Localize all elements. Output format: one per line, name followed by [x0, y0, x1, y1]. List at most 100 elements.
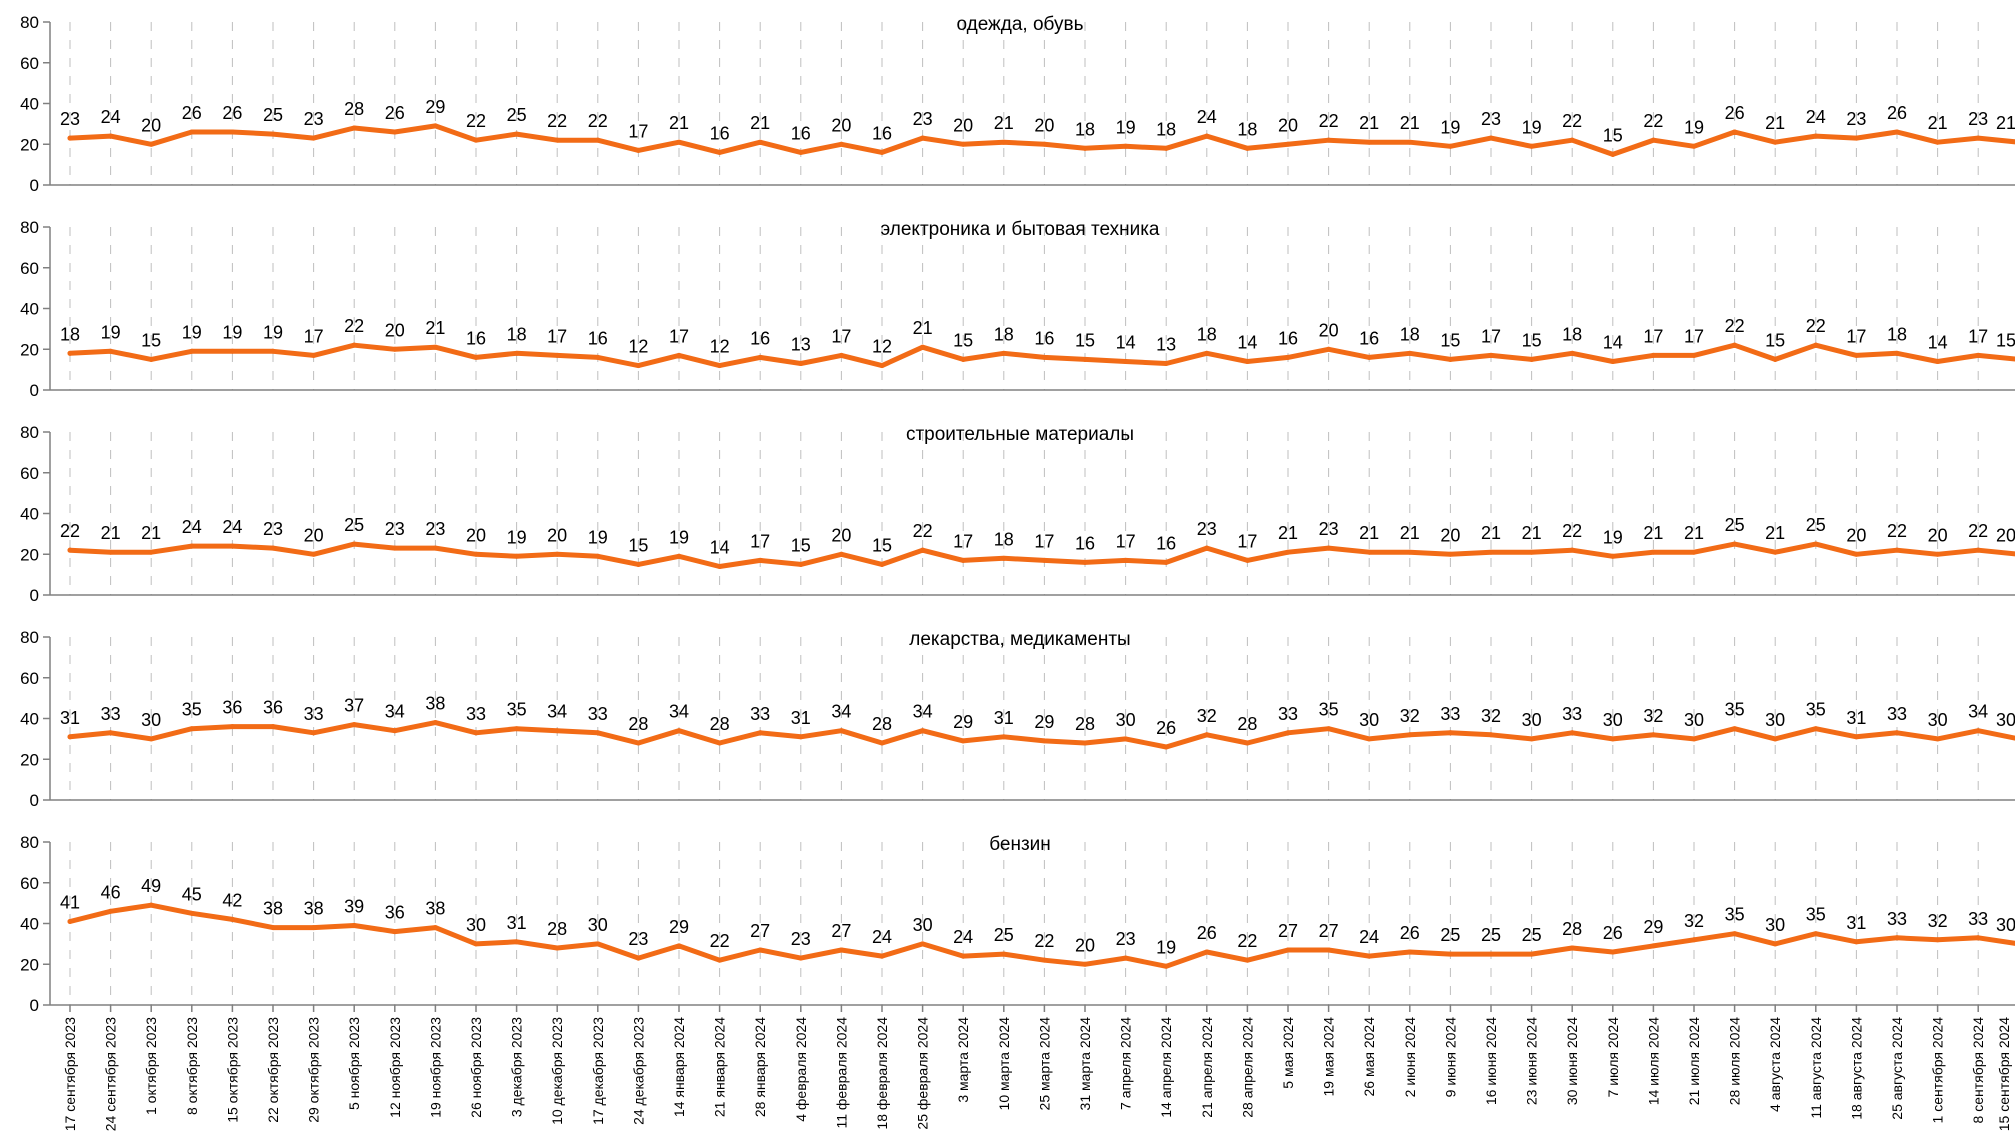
x-tick-label: 24 сентября 2023: [103, 1017, 119, 1131]
data-point: [1772, 736, 1778, 742]
data-label: 25: [263, 105, 283, 125]
data-point: [1853, 939, 1859, 945]
data-label: 24: [1197, 107, 1217, 127]
data-label: 24: [222, 517, 242, 537]
data-label: 23: [1319, 519, 1339, 539]
data-label: 20: [385, 320, 405, 340]
x-tick-label: 31 марта 2024: [1077, 1017, 1093, 1111]
data-label: 34: [1968, 702, 1988, 722]
data-label: 19: [1603, 527, 1623, 547]
x-tick-label: 18 февраля 2024: [874, 1017, 890, 1130]
data-point: [879, 740, 885, 746]
data-point: [717, 149, 723, 155]
data-label: 33: [1562, 704, 1582, 724]
x-tick-label: 23 июня 2024: [1524, 1017, 1540, 1105]
data-label: 26: [1603, 923, 1623, 943]
data-label: 31: [60, 708, 80, 728]
data-point: [635, 561, 641, 567]
x-tick-label: 16 июня 2024: [1483, 1017, 1499, 1105]
data-point: [676, 553, 682, 559]
data-point: [1650, 732, 1656, 738]
data-point: [920, 135, 926, 141]
data-label: 41: [60, 892, 80, 912]
data-label: 27: [831, 921, 851, 941]
data-label: 17: [1237, 531, 1257, 551]
data-label: 16: [791, 123, 811, 143]
x-tick-label: 14 апреля 2024: [1158, 1017, 1174, 1118]
x-tick-label: 3 декабря 2023: [509, 1017, 525, 1117]
data-label: 16: [710, 123, 730, 143]
data-label: 28: [1075, 714, 1095, 734]
data-label: 17: [953, 531, 973, 551]
data-label: 18: [994, 324, 1014, 344]
data-point: [1691, 736, 1697, 742]
data-point: [1163, 963, 1169, 969]
data-point: [351, 342, 357, 348]
data-point: [1691, 143, 1697, 149]
x-tick-label: 1 сентября 2024: [1930, 1017, 1946, 1124]
data-label: 14: [710, 537, 730, 557]
data-point: [351, 541, 357, 547]
data-label: 35: [1806, 700, 1826, 720]
data-point: [554, 352, 560, 358]
y-tick-label: 0: [30, 176, 39, 195]
data-label: 21: [913, 318, 933, 338]
data-point: [1732, 342, 1738, 348]
data-point: [1650, 352, 1656, 358]
data-label: 24: [182, 517, 202, 537]
y-tick-label: 80: [20, 628, 39, 647]
data-point: [1772, 549, 1778, 555]
data-label: 29: [953, 712, 973, 732]
data-label: 24: [953, 927, 973, 947]
data-point: [229, 543, 235, 549]
y-tick-label: 0: [30, 996, 39, 1015]
x-tick-label: 17 декабря 2023: [590, 1017, 606, 1125]
data-point: [960, 141, 966, 147]
data-label: 38: [304, 899, 324, 919]
data-label: 19: [1116, 117, 1136, 137]
data-label: 25: [1481, 925, 1501, 945]
data-point: [270, 925, 276, 931]
data-point: [717, 740, 723, 746]
data-point: [717, 957, 723, 963]
data-label: 25: [344, 515, 364, 535]
data-label: 23: [263, 519, 283, 539]
data-label: 15: [1996, 330, 2015, 350]
data-label: 21: [994, 113, 1014, 133]
data-label: 19: [1440, 117, 1460, 137]
data-point: [1569, 547, 1575, 553]
data-point: [960, 738, 966, 744]
data-label: 35: [1725, 700, 1745, 720]
data-point: [1244, 557, 1250, 563]
data-point: [1610, 553, 1616, 559]
data-point: [311, 925, 317, 931]
y-tick-label: 40: [20, 915, 39, 934]
data-label: 27: [750, 921, 770, 941]
data-point: [757, 354, 763, 360]
data-point: [311, 551, 317, 557]
data-point: [1935, 139, 1941, 145]
data-point: [676, 352, 682, 358]
data-point: [1975, 935, 1981, 941]
data-point: [1935, 358, 1941, 364]
data-point: [960, 356, 966, 362]
data-label: 35: [182, 700, 202, 720]
data-label: 18: [1237, 119, 1257, 139]
data-point: [595, 354, 601, 360]
data-label: 12: [628, 337, 648, 357]
data-point: [67, 918, 73, 924]
data-point: [148, 902, 154, 908]
data-point: [1001, 139, 1007, 145]
data-point: [920, 344, 926, 350]
data-point: [270, 348, 276, 354]
x-tick-label: 14 июля 2024: [1645, 1017, 1661, 1105]
data-label: 23: [1116, 929, 1136, 949]
data-point: [1001, 350, 1007, 356]
data-point: [635, 955, 641, 961]
data-label: 20: [1996, 525, 2015, 545]
data-label: 21: [1359, 113, 1379, 133]
data-label: 23: [1481, 109, 1501, 129]
data-point: [757, 557, 763, 563]
data-label: 15: [141, 330, 161, 350]
data-point: [1488, 951, 1494, 957]
